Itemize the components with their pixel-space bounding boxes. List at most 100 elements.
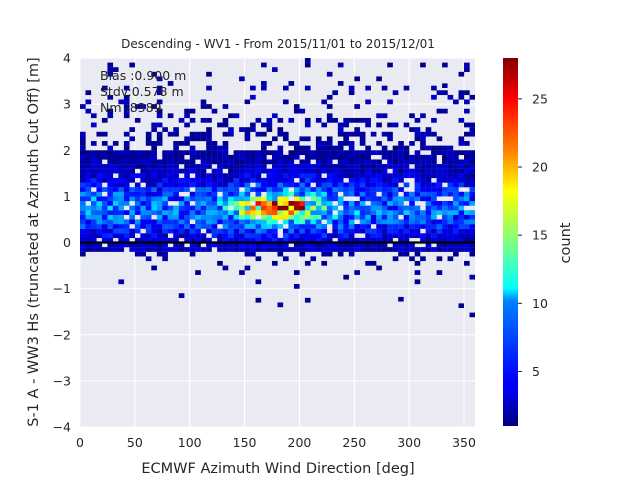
heatmap-cell (464, 177, 470, 183)
heatmap-cell (189, 117, 196, 123)
heatmap-cell (469, 177, 475, 183)
heatmap-cell (151, 150, 157, 156)
heatmap-cell (348, 233, 355, 239)
heatmap-cell (376, 224, 382, 229)
heatmap-cell (359, 210, 366, 215)
heatmap-cell (123, 177, 130, 183)
heatmap-cell (431, 117, 437, 123)
heatmap-cell (343, 117, 349, 123)
heatmap-cell (453, 237, 459, 243)
heatmap-cell (250, 210, 256, 215)
heatmap-cell (315, 200, 322, 206)
heatmap-cell (184, 187, 190, 192)
heatmap-cell (178, 196, 185, 202)
heatmap-cell (365, 154, 371, 160)
heatmap-cell (381, 168, 388, 174)
heatmap-cell (370, 168, 377, 174)
heatmap-cell (85, 159, 92, 165)
heatmap-cell (321, 237, 328, 243)
heatmap-cell (315, 136, 322, 142)
heatmap-cell (206, 71, 212, 77)
heatmap-cell (442, 145, 448, 151)
heatmap-cell (250, 127, 256, 132)
heatmap-cell (261, 187, 267, 192)
heatmap-cell (359, 159, 366, 165)
heatmap-cell (233, 177, 240, 183)
heatmap-cell (266, 205, 273, 211)
heatmap-cell (195, 150, 201, 156)
heatmap-cell (156, 136, 163, 142)
heatmap-cell (387, 233, 393, 239)
heatmap-cell (354, 173, 360, 179)
heatmap-cell (398, 164, 404, 169)
heatmap-cell (326, 247, 333, 252)
heatmap-cell (90, 233, 97, 239)
heatmap-cell (365, 164, 371, 169)
heatmap-cell (129, 205, 136, 211)
heatmap-cell (200, 136, 207, 142)
heatmap-cell (178, 187, 185, 192)
heatmap-cell (255, 237, 262, 243)
heatmap-cell (387, 200, 393, 206)
heatmap-cell (310, 191, 317, 197)
heatmap-cell (162, 224, 168, 229)
heatmap-cell (101, 173, 108, 179)
heatmap-cell (145, 224, 152, 229)
heatmap-cell (458, 224, 465, 229)
heatmap-cell (442, 173, 448, 179)
heatmap-cell (370, 205, 377, 211)
heatmap-cell (151, 122, 157, 128)
heatmap-cell (195, 205, 201, 211)
heatmap-cell (354, 182, 360, 188)
heatmap-cell (217, 242, 223, 248)
heatmap-cell (326, 191, 333, 197)
heatmap-cell (442, 228, 448, 234)
heatmap-cell (277, 117, 284, 123)
heatmap-cell (464, 182, 470, 188)
heatmap-cell (189, 159, 196, 165)
heatmap-cell (293, 173, 300, 179)
heatmap-cell (80, 237, 86, 243)
heatmap-cell (315, 182, 322, 188)
heatmap-cell (211, 187, 218, 192)
heatmap-cell (173, 131, 179, 137)
heatmap-cell (266, 191, 273, 197)
heatmap-cell (337, 127, 344, 132)
heatmap-cell (332, 196, 338, 202)
heatmap-cell (140, 247, 146, 252)
heatmap-cell (244, 154, 251, 160)
heatmap-cell (200, 173, 207, 179)
heatmap-cell (354, 247, 360, 252)
heatmap-cell (288, 177, 295, 183)
heatmap-cell (112, 177, 119, 183)
heatmap-cell (85, 210, 92, 215)
heatmap-cell (90, 214, 97, 220)
heatmap-cell (156, 108, 163, 114)
heatmap-cell (156, 214, 163, 220)
heatmap-cell (244, 131, 251, 137)
heatmap-cell (398, 224, 404, 229)
heatmap-cell (189, 228, 196, 234)
heatmap-cell (381, 205, 388, 211)
heatmap-cell (195, 214, 201, 220)
heatmap-cell (354, 127, 360, 132)
heatmap-cell (140, 242, 146, 248)
heatmap-cell (310, 224, 317, 229)
heatmap-cell (178, 219, 185, 225)
heatmap-cell (156, 200, 163, 206)
heatmap-cell (129, 168, 136, 174)
heatmap-cell (381, 177, 388, 183)
heatmap-cell (206, 159, 212, 165)
heatmap-cell (343, 242, 349, 248)
heatmap-cell (85, 90, 92, 96)
heatmap-cell (365, 85, 371, 91)
heatmap-cell (173, 164, 179, 169)
heatmap-cell (348, 145, 355, 151)
heatmap-cell (277, 242, 284, 248)
heatmap-cell (288, 117, 295, 123)
heatmap-cell (442, 233, 448, 239)
heatmap-cell (343, 168, 349, 174)
heatmap-cell (222, 104, 229, 109)
heatmap-cell (206, 205, 212, 211)
heatmap-cell (266, 150, 273, 156)
